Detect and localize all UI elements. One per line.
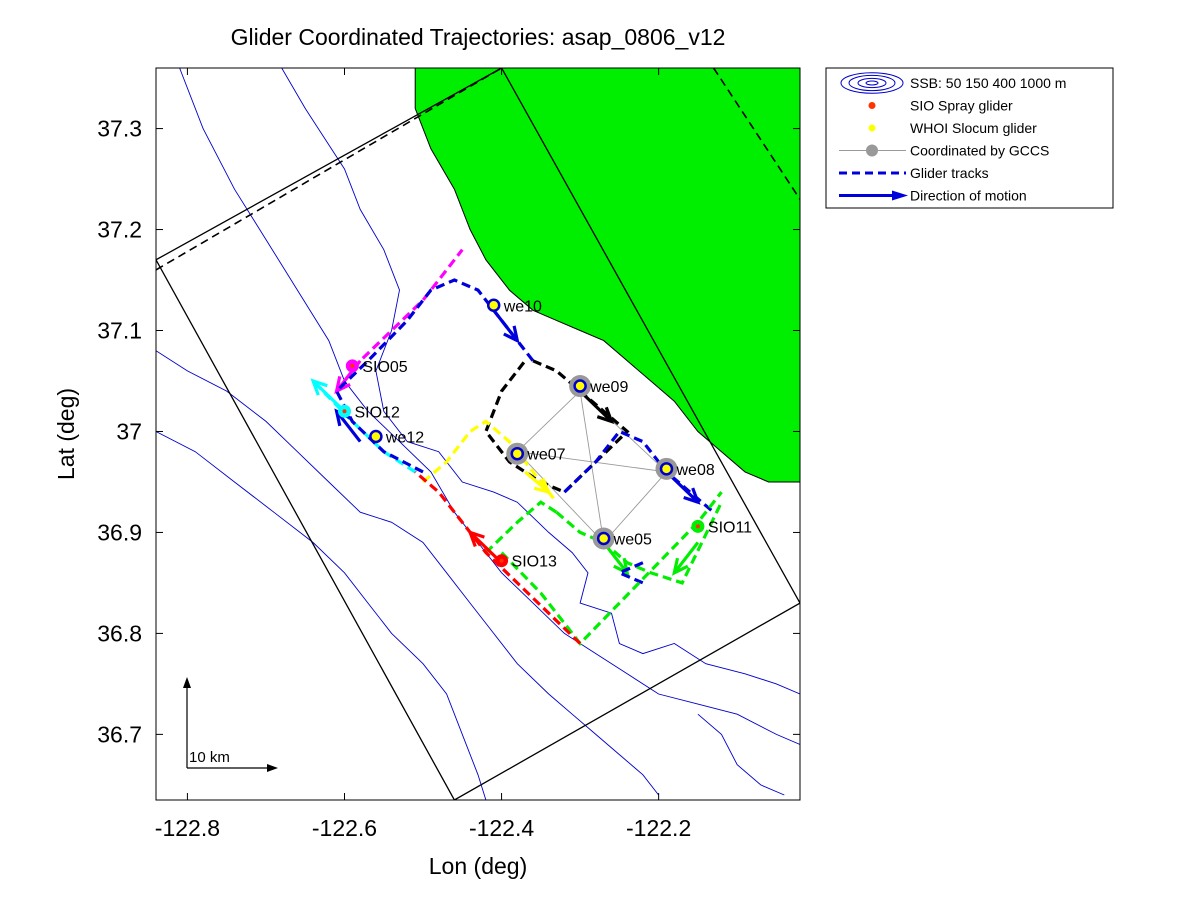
direction-arrow-3-1-head — [503, 325, 520, 344]
direction-arrow-5-1-shaft — [524, 470, 550, 494]
direction-arrow-4-1-shaft — [578, 389, 613, 423]
legend-grey-dot — [866, 144, 878, 157]
direction-arrow-6-1-head — [683, 487, 701, 505]
glider-label-SIO11: SIO11 — [708, 519, 752, 536]
direction-arrow-4-1-head — [596, 406, 615, 424]
bathymetry-contour-2 — [281, 68, 800, 695]
direction-arrow-5-1-head — [533, 477, 552, 495]
direction-arrow-1-1-head — [334, 376, 351, 395]
glider-layer: we10 SIO05 SIO12 we12 we09 we07 we08 SIO11 we05 S… — [337, 298, 752, 571]
direction-arrow-7-2-shaft — [673, 541, 700, 574]
legend-ellipse-1 — [848, 74, 896, 92]
glider-label-we05: we05 — [613, 531, 652, 548]
scale-bar-north-arrowhead — [183, 677, 191, 688]
direction-arrow-2-1-shaft — [311, 379, 346, 413]
glider-label-SIO05: SIO05 — [362, 359, 407, 376]
survey-box-dashed-edge-right — [712, 68, 800, 200]
legend-label-0: SSB: 50 150 400 1000 m — [910, 75, 1066, 91]
glider-center-SIO12 — [342, 409, 347, 414]
land-layer — [414, 68, 800, 483]
legend-dot-1 — [868, 102, 876, 109]
bathymetry-contour-4 — [156, 431, 487, 800]
y-axis: 36.7 36.8 36.9 37 37.1 37.2 37.3 — [97, 116, 800, 747]
x-tick-label-2: -122.4 — [469, 815, 534, 841]
glider-marker-we12 — [369, 429, 383, 444]
glider-label-SIO13: SIO13 — [512, 554, 557, 571]
y-tick-label-2: 36.9 — [97, 519, 142, 545]
survey-box-outer — [156, 68, 800, 800]
legend-label-5: Direction of motion — [910, 188, 1027, 204]
y-tick-label-3: 37 — [116, 418, 142, 444]
scale-bar-label: 10 km — [189, 749, 230, 766]
direction-arrow-7-2-head — [672, 557, 689, 576]
legend-label-1: SIO Spray glider — [910, 98, 1013, 114]
box-layer — [156, 68, 800, 800]
x-axis-label: Lon (deg) — [429, 853, 527, 879]
y-tick-label-6: 37.3 — [97, 116, 142, 142]
glider-label-we12: we12 — [385, 430, 424, 447]
glider-track-9 — [615, 561, 644, 585]
y-axis-label: Lat (deg) — [53, 388, 79, 480]
legend-ellipse-0 — [840, 72, 904, 94]
legend-ellipse-2 — [857, 77, 887, 89]
y-tick-label-1: 36.8 — [97, 620, 142, 646]
y-tick-label-5: 37.2 — [97, 217, 142, 243]
glider-label-SIO12: SIO12 — [354, 404, 399, 421]
glider-track-7 — [555, 501, 723, 585]
glider-marker-we07 — [510, 446, 525, 461]
glider-label-we08: we08 — [675, 462, 714, 479]
direction-arrow-7-1-head — [613, 557, 630, 576]
direction-arrow-11-1-head — [467, 529, 485, 548]
coordination-line-3 — [517, 451, 667, 473]
bathymetry-contour-5 — [697, 713, 785, 796]
legend: SSB: 50 150 400 1000 m SIO Spray glider WH… — [825, 67, 1114, 209]
glider-track-2 — [311, 379, 417, 474]
glider-center-SIO11 — [695, 524, 700, 529]
plot-area: we10 SIO05 SIO12 we12 we09 we07 we08 SIO11 we05 S… — [155, 67, 801, 801]
legend-label-2: WHOI Slocum glider — [910, 120, 1037, 136]
x-tick-label-1: -122.6 — [312, 815, 377, 841]
direction-arrow-3-1-shaft — [492, 309, 519, 342]
glider-track-8 — [484, 500, 558, 554]
glider-marker-we08 — [659, 462, 674, 476]
x-tick-label-0: -122.8 — [155, 815, 220, 841]
legend-arrow-head — [892, 190, 908, 201]
legend-ellipse-3 — [865, 80, 879, 86]
glider-center-SIO05 — [350, 363, 355, 368]
glider-label-we07: we07 — [526, 447, 565, 464]
glider-center-SIO13 — [499, 558, 504, 563]
coastline-land — [414, 68, 800, 483]
legend-label-4: Glider tracks — [910, 165, 989, 181]
glider-track-5 — [421, 419, 558, 504]
glider-label-we10: we10 — [503, 298, 542, 315]
y-tick-label-0: 36.7 — [97, 721, 142, 747]
plot-frame — [155, 67, 801, 801]
chart-title: Glider Coordinated Trajectories: asap_08… — [231, 24, 726, 50]
x-tick-label-3: -122.2 — [626, 815, 691, 841]
coordination-line-1 — [516, 390, 581, 453]
glider-label-we09: we09 — [589, 379, 628, 396]
glider-marker-we09 — [573, 379, 587, 393]
scale-bar-east-arrowhead — [267, 764, 278, 772]
x-axis: -122.8 -122.6 -122.4 -122.2 — [155, 68, 691, 841]
glider-track-10 — [500, 491, 723, 646]
glider-track-6 — [563, 429, 715, 514]
glider-marker-we10 — [486, 298, 501, 313]
coordination-line-5 — [603, 471, 667, 543]
legend-items: SSB: 50 150 400 1000 m SIO Spray glider WH… — [839, 72, 1066, 204]
bathymetry-contour-3 — [156, 350, 659, 796]
legend-label-3: Coordinated by GCCS — [910, 143, 1049, 159]
scale-bar: 10 km — [183, 677, 278, 772]
survey-box-dashed-edge — [156, 68, 503, 271]
y-tick-label-4: 37.1 — [97, 318, 142, 344]
legend-box — [825, 67, 1114, 209]
coordination-line-4 — [516, 451, 605, 543]
glider-track-11 — [414, 470, 582, 645]
direction-arrow-2-1-head — [310, 378, 328, 396]
legend-dot-2 — [868, 124, 876, 132]
map-layers: we10 SIO05 SIO12 we12 we09 we07 we08 SIO11 we05 S… — [156, 68, 800, 800]
glider-marker-we05 — [596, 531, 611, 546]
